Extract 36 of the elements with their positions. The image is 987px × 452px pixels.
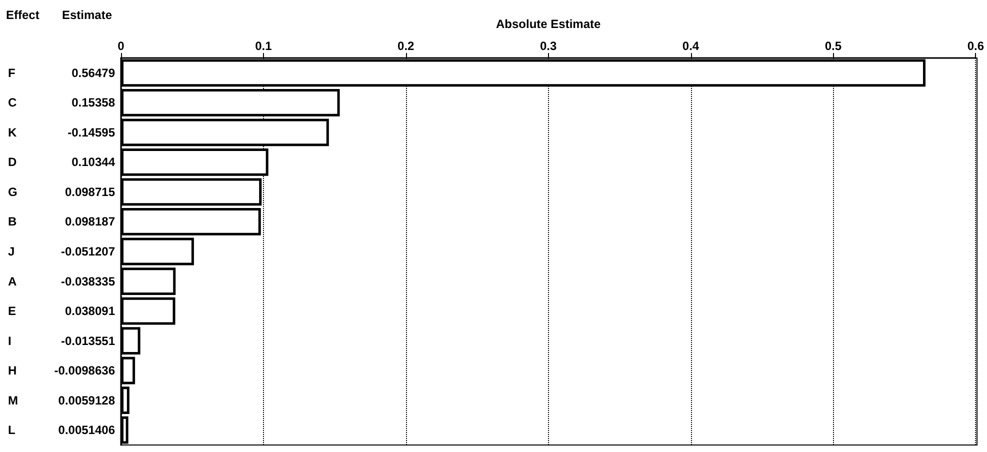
x-tick-label: 0.3 [540, 39, 557, 53]
text: 0.098715 [64, 184, 116, 199]
text: -0.0098636 [54, 364, 116, 378]
y-tick-label: K [8, 125, 17, 140]
y-tick-label: B [8, 214, 17, 229]
x-tick-label: 0.4 [682, 39, 700, 53]
x-tick-label: 0.6 [967, 39, 984, 53]
text: 0.56479 [72, 66, 116, 80]
x-tick-label: 0.2 [398, 39, 415, 53]
text: 0.0059128 [58, 393, 116, 408]
y-tick-label: D [8, 155, 17, 170]
x-tick-label: 0.5 [824, 39, 842, 53]
text: 0.0051406 [58, 423, 116, 438]
text: Estimate [62, 8, 112, 22]
y-tick-label: H [8, 364, 17, 378]
y-tick-label: J [8, 244, 15, 258]
y-tick-label: I [8, 334, 12, 348]
text: -0.051207 [60, 244, 116, 258]
x-tick-label: 0 [118, 39, 125, 53]
text: -0.14595 [68, 125, 116, 140]
text: 0.10344 [72, 155, 116, 170]
text: -0.013551 [60, 334, 116, 348]
text: 0.15358 [72, 96, 116, 110]
y-tick-label: C [8, 96, 17, 110]
y-tick-label: E [8, 304, 16, 318]
x-tick-label: 0.1 [255, 39, 272, 53]
text: 0.098187 [64, 214, 116, 229]
y-tick-label: F [8, 66, 16, 80]
y-tick-label: M [8, 393, 18, 408]
text: 0.038091 [64, 304, 116, 318]
x-axis-title: Absolute Estimate [496, 17, 601, 31]
y-tick-label: A [8, 274, 17, 288]
y-axis-title: Effect [6, 8, 40, 22]
text: -0.038335 [60, 274, 116, 288]
y-tick-label: G [8, 184, 18, 199]
y-tick-label: L [8, 423, 16, 438]
